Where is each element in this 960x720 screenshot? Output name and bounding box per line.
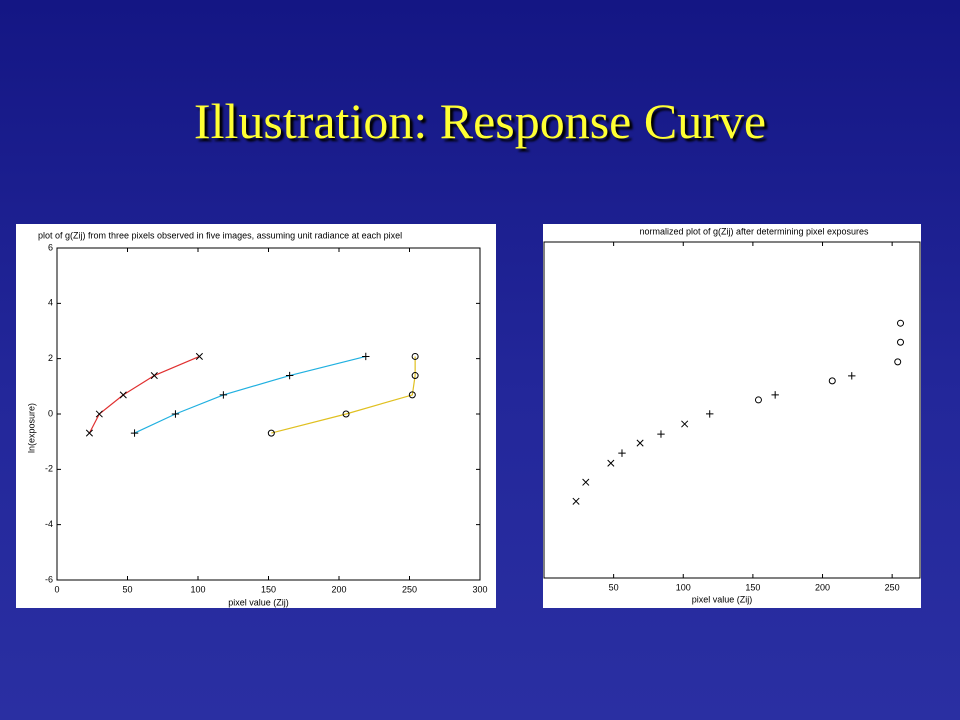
marker [828,377,836,385]
marker [607,459,615,467]
y-tick-label: 6 [48,242,53,252]
plot-area [543,241,921,579]
x-tick-label: 0 [54,584,59,594]
marker [897,338,905,346]
x-tick-label: 200 [815,582,830,592]
x-tick-label: 250 [402,584,417,594]
x-tick-label: 150 [745,582,760,592]
y-tick-label: 2 [48,353,53,363]
x-tick-label: 300 [472,584,487,594]
panel [16,224,496,608]
x-tick-label: 150 [261,584,276,594]
chart: plot of g(Zij) from three pixels observe… [26,230,487,607]
panel [543,224,921,608]
marker [636,439,644,447]
y-tick-label: 4 [48,298,53,308]
x-tick-label: 100 [676,582,691,592]
marker [681,420,689,428]
marker [267,429,275,437]
marker [657,430,665,438]
series-line [271,356,416,434]
marker [195,352,203,361]
marker [342,410,350,418]
marker [897,319,905,327]
x-tick-label: 50 [122,584,132,594]
marker [219,391,228,399]
marker [362,352,370,361]
marker [95,410,103,418]
x-axis-label: pixel value (Zij) [228,597,289,607]
marker [171,410,180,418]
x-tick-label: 100 [190,584,205,594]
marker [119,391,127,399]
marker [285,371,294,380]
y-axis-label: ln(exposure) [26,403,36,453]
marker [408,391,416,399]
marker [894,358,902,366]
marker [572,497,580,505]
x-tick-label: 250 [885,582,900,592]
marker [618,449,626,457]
x-tick-label: 50 [609,582,619,592]
y-tick-label: -6 [45,574,53,584]
x-tick-label: 200 [331,584,346,594]
chart-title: normalized plot of g(Zij) after determin… [639,226,869,236]
marker [130,429,139,437]
chart-title: plot of g(Zij) from three pixels observe… [38,230,402,240]
marker [706,410,714,418]
chart: normalized plot of g(Zij) after determin… [543,226,921,604]
y-tick-label: -2 [45,464,53,474]
marker [411,372,419,380]
marker [85,429,93,437]
marker [848,372,856,380]
marker [582,478,590,486]
slide-title: Illustration: Response Curve [193,93,767,149]
y-tick-label: 0 [48,408,53,418]
marker [411,352,419,360]
marker [754,396,762,404]
y-tick-label: -4 [45,519,53,529]
x-axis-label: pixel value (Zij) [692,594,753,604]
marker [150,371,158,380]
marker [771,391,779,399]
